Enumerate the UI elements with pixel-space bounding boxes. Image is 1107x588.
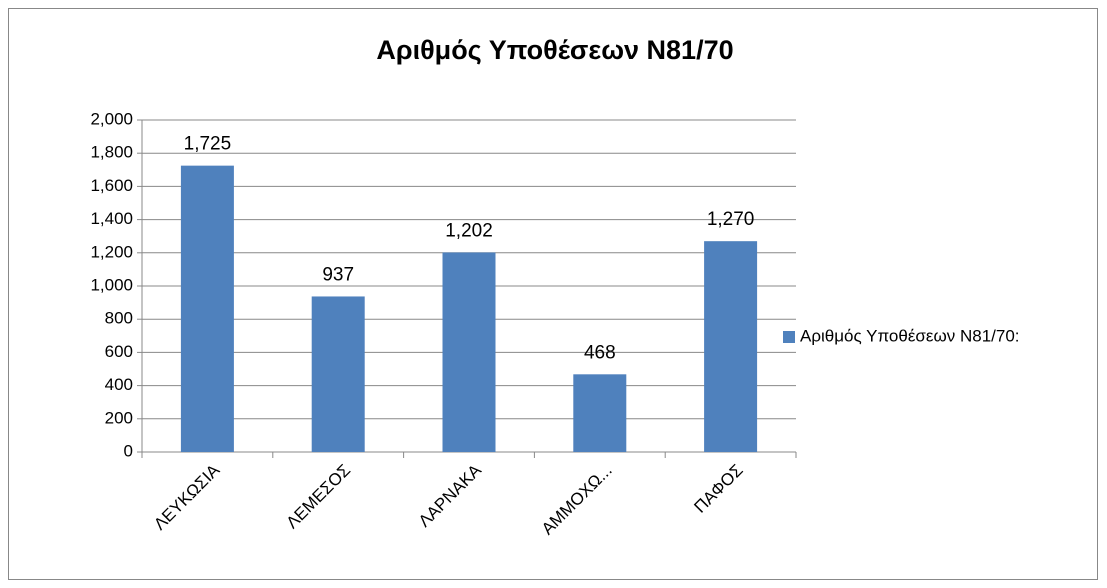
y-tick-label: 2,000 (90, 109, 133, 128)
y-tick-label: 1,400 (90, 209, 133, 228)
bar (442, 252, 496, 452)
bar (573, 374, 627, 452)
y-tick-label: 1,200 (90, 242, 133, 261)
y-tick-label: 800 (105, 309, 133, 328)
y-tick-label: 1,800 (90, 143, 133, 162)
data-label: 1,725 (184, 134, 232, 155)
legend-swatch (783, 331, 795, 343)
data-label: 937 (322, 264, 354, 285)
bar (180, 165, 234, 452)
bar (311, 296, 365, 452)
legend-label: Αριθμός Υποθέσεων Ν81/70: (800, 326, 1020, 345)
chart-border (8, 8, 1098, 580)
y-tick-label: 200 (105, 408, 133, 427)
data-label: 1,202 (445, 220, 493, 241)
y-tick-label: 1,600 (90, 176, 133, 195)
data-label: 468 (584, 342, 616, 363)
data-label: 1,270 (707, 209, 755, 230)
y-tick-label: 600 (105, 342, 133, 361)
chart-title: Αριθμός Υποθέσεων Ν81/70 (376, 35, 733, 65)
y-tick-label: 0 (124, 441, 133, 460)
y-tick-label: 1,000 (90, 275, 133, 294)
bar (704, 241, 758, 452)
y-tick-label: 400 (105, 375, 133, 394)
